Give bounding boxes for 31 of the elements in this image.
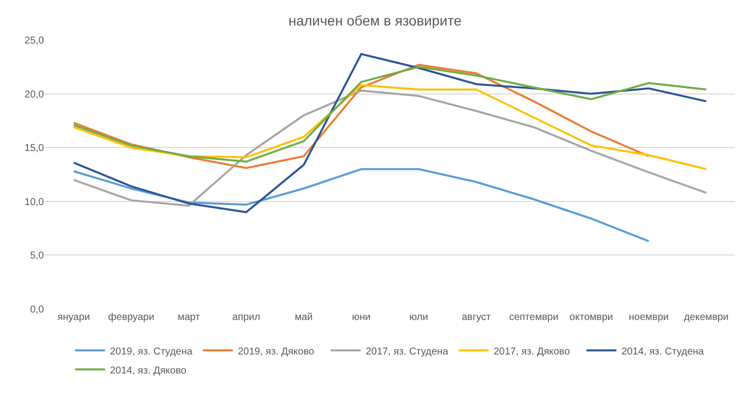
y-tick-label: 10,0 xyxy=(24,196,44,208)
x-tick-label: август xyxy=(462,312,492,323)
line-series xyxy=(72,66,708,163)
line-series xyxy=(72,64,650,170)
legend-label: 2019, яз. Дяково xyxy=(238,346,315,358)
line-series xyxy=(72,168,650,242)
line-series xyxy=(72,84,708,170)
legend-label: 2019, яз. Студена xyxy=(110,346,193,358)
legend-label: 2017, яз. Студена xyxy=(366,346,449,358)
y-tick-label: 5,0 xyxy=(30,250,44,262)
y-tick-label: 20,0 xyxy=(24,89,44,100)
y-tick-label: 25,0 xyxy=(24,36,44,46)
x-tick-label: октомври xyxy=(570,312,613,323)
legend-label: 2014, яз. Студена xyxy=(621,346,704,358)
y-tick-label: 0,0 xyxy=(30,304,44,316)
x-tick-label: декември xyxy=(684,312,729,323)
x-tick-label: април xyxy=(232,312,260,323)
line-series xyxy=(72,52,708,214)
x-tick-label: май xyxy=(294,312,313,323)
legend-label: 2017, яз. Дяково xyxy=(494,346,570,358)
x-tick-label: ноември xyxy=(628,312,669,323)
x-tick-label: юни xyxy=(352,312,371,323)
y-tick-label: 15,0 xyxy=(24,143,44,154)
chart-title: наличен обем в язовирите xyxy=(288,12,462,29)
x-tick-label: февруари xyxy=(108,312,154,323)
line-series xyxy=(72,90,708,207)
x-tick-label: януари xyxy=(57,312,90,323)
x-tick-label: март xyxy=(178,312,200,323)
legend-label: 2014, яз. Дяково xyxy=(110,365,187,376)
x-tick-label: септември xyxy=(509,312,558,323)
x-tick-label: юли xyxy=(409,312,428,323)
